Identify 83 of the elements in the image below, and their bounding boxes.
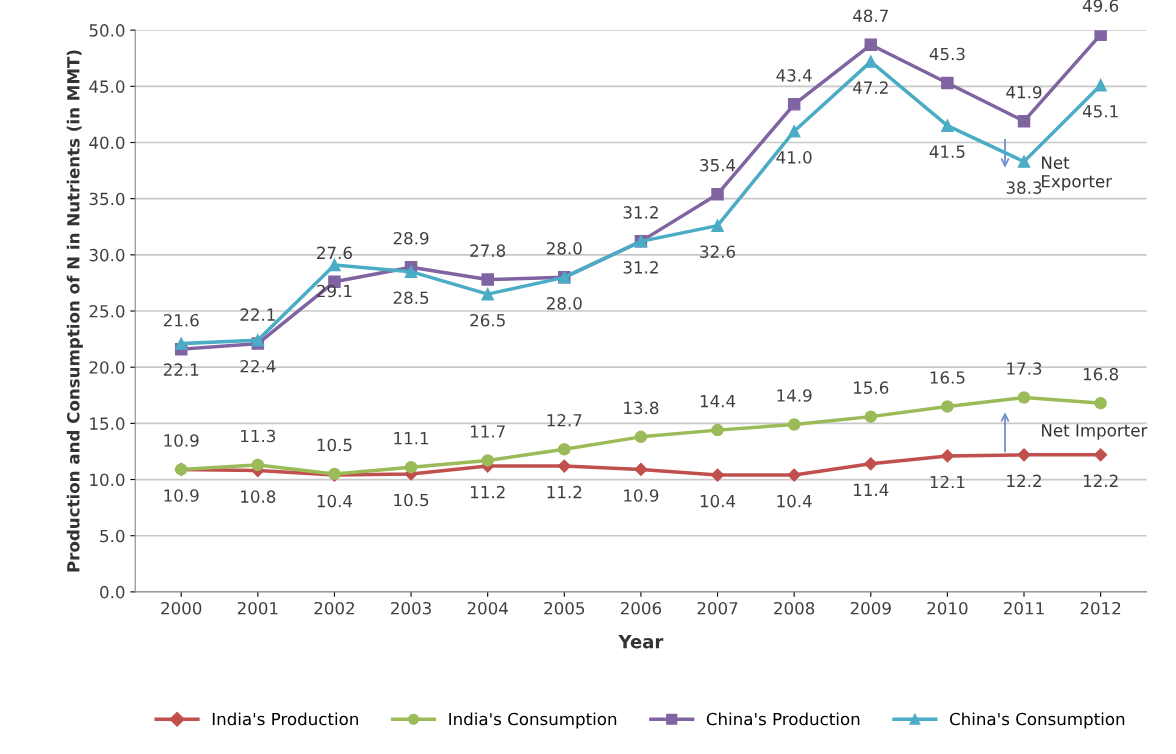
data-label: 47.2 [853, 81, 888, 94]
data-label: 22.1 [163, 363, 199, 376]
data-label: 12.7 [547, 413, 582, 427]
y-tick-label: 20.0 [89, 361, 125, 374]
y-axis-title: Production and Consumption of N in Nutrients (in MMT) [66, 50, 83, 572]
y-tick-label: 25.0 [89, 304, 125, 318]
data-label: 12.1 [930, 475, 965, 489]
x-tick-label: 2000 [161, 601, 202, 615]
x-tick-label: 2001 [237, 601, 278, 615]
data-label: 27.6 [317, 246, 352, 260]
data-label: 11.4 [854, 483, 889, 496]
x-tick-label: 2002 [314, 601, 354, 615]
data-label: 15.6 [854, 381, 889, 394]
data-label: 27.8 [470, 244, 506, 257]
data-label: 35.4 [700, 158, 736, 172]
data-label: 45.1 [1082, 105, 1118, 118]
x-tick-label: 2005 [544, 601, 585, 615]
y-tick-label: 15.0 [90, 417, 125, 430]
data-label: 41.5 [929, 145, 965, 158]
data-label: 10.4 [777, 494, 812, 508]
x-tick-label: 2011 [1004, 601, 1044, 615]
annotation: Net Exporter [1042, 156, 1113, 191]
data-label: 22.1 [240, 308, 275, 321]
legend-label: China's Consumption [949, 712, 1125, 729]
data-label: 10.9 [624, 489, 659, 502]
x-tick-label: 2003 [391, 601, 431, 615]
data-label: 14.9 [777, 389, 812, 402]
data-label: 11.2 [470, 485, 505, 499]
y-tick-label: 35.0 [89, 192, 125, 206]
legend-label: India's Consumption [449, 712, 617, 729]
data-label: 28.9 [393, 231, 429, 245]
x-tick-label: 2004 [467, 601, 508, 615]
legend-label: India's Production [212, 712, 358, 726]
y-tick-label: 10.0 [90, 473, 125, 487]
data-label: 16.8 [1083, 367, 1119, 381]
annotation: Net Importer [1042, 424, 1148, 440]
x-tick-label: 2010 [927, 601, 968, 615]
data-label: 21.6 [163, 313, 199, 327]
legend-label: China's Production [706, 712, 860, 726]
y-tick-label: 0.0 [100, 585, 125, 599]
y-tick-label: 40.0 [89, 136, 125, 150]
x-tick-label: 2009 [850, 601, 891, 615]
data-label: 45.3 [929, 47, 965, 61]
data-label: 11.7 [470, 425, 505, 438]
x-tick-label: 2007 [697, 601, 738, 615]
data-label: 26.5 [470, 313, 505, 327]
data-label: 28.5 [393, 291, 429, 305]
data-label: 28.0 [546, 297, 582, 310]
data-label: 41.0 [776, 151, 812, 164]
data-label: 41.9 [1006, 85, 1042, 99]
data-label: 49.6 [1082, 0, 1119, 12]
data-label: 32.6 [700, 245, 736, 258]
x-axis-title: Year [618, 634, 664, 649]
data-label: 28.0 [546, 242, 582, 255]
data-label: 17.3 [1007, 362, 1042, 375]
data-label: 38.3 [1006, 181, 1042, 194]
y-tick-label: 30.0 [89, 248, 125, 262]
data-label: 10.4 [317, 494, 353, 508]
data-label: 22.4 [240, 359, 276, 373]
data-label: 43.4 [776, 69, 812, 82]
data-label: 10.8 [241, 490, 276, 503]
data-label: 31.2 [623, 261, 658, 274]
y-tick-label: 50.0 [89, 24, 125, 37]
data-label: 11.1 [394, 432, 429, 445]
data-label: 10.5 [394, 493, 429, 507]
y-tick-label: 45.0 [89, 80, 125, 93]
data-label: 11.2 [547, 485, 582, 499]
x-tick-label: 2008 [774, 601, 815, 615]
data-label: 12.2 [1007, 474, 1041, 487]
y-tick-label: 5.0 [100, 529, 125, 543]
x-tick-label: 2012 [1080, 601, 1121, 615]
data-label: 10.5 [317, 438, 352, 452]
data-label: 10.9 [164, 489, 199, 502]
data-label: 48.7 [853, 9, 888, 23]
x-tick-label: 2006 [620, 601, 662, 615]
data-label: 16.5 [930, 371, 965, 384]
data-label: 14.4 [700, 395, 736, 408]
data-label: 10.9 [164, 434, 199, 447]
data-label: 10.4 [700, 494, 736, 508]
data-label: 12.2 [1083, 474, 1118, 487]
data-label: 11.3 [241, 429, 276, 443]
data-label: 31.2 [623, 206, 658, 219]
data-label: 13.8 [624, 401, 659, 415]
